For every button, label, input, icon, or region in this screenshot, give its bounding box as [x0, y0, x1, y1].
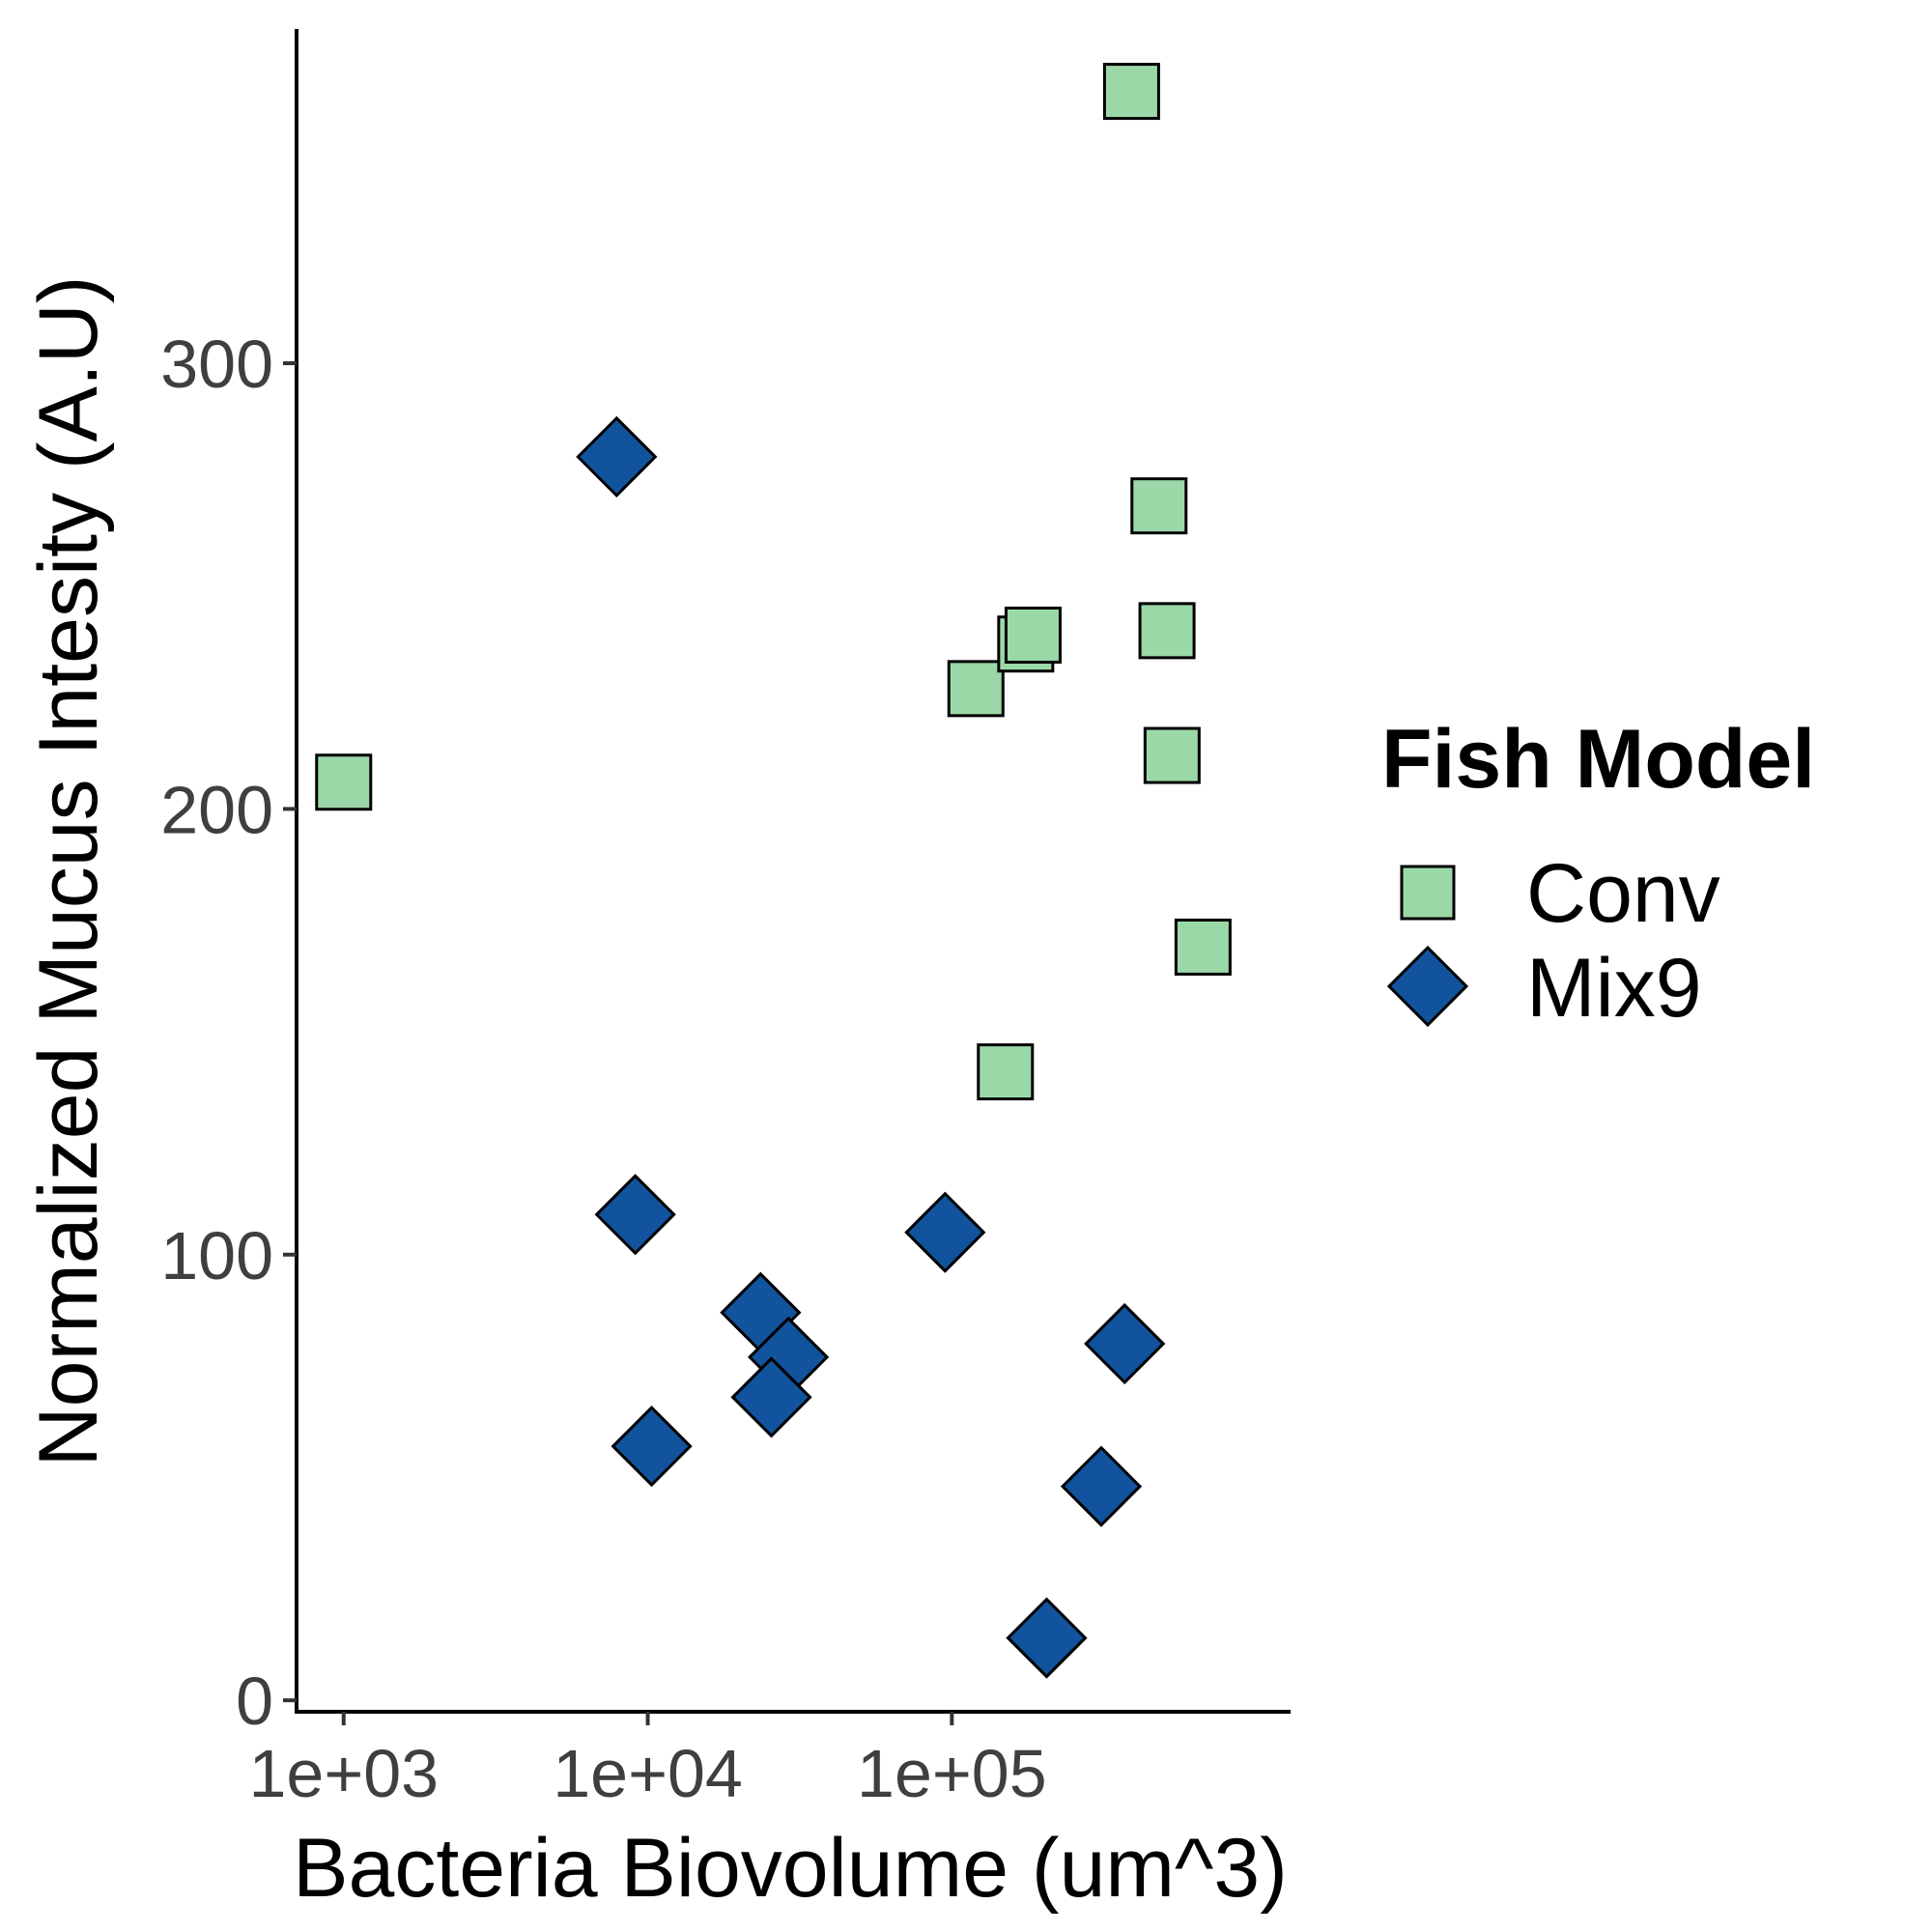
y-tick-label: 100 — [160, 1218, 273, 1293]
point-mix9 — [576, 415, 658, 498]
point-mix9 — [1060, 1445, 1143, 1527]
legend-label-mix9: Mix9 — [1526, 942, 1702, 1035]
x-axis-title: Bacteria Biovolume (um^3) — [293, 1822, 1288, 1915]
point-mix9 — [1006, 1597, 1088, 1679]
y-tick-label: 300 — [160, 327, 273, 402]
point-conv — [1004, 606, 1062, 664]
legend-key-conv-square — [1400, 865, 1456, 921]
y-tick-label: 0 — [236, 1663, 273, 1739]
x-tick-label: 1e+05 — [857, 1736, 1047, 1811]
point-mix9 — [1084, 1302, 1166, 1385]
point-mix9 — [730, 1356, 812, 1438]
point-mix9 — [611, 1406, 693, 1488]
x-axis-ticks: 1e+03 1e+04 1e+05 — [248, 1712, 1047, 1811]
y-axis-title: Normalized Mucus Intesity (A.U) — [22, 276, 115, 1467]
point-conv — [947, 660, 1005, 718]
legend-key-mix9-diamond — [1386, 945, 1469, 1028]
x-tick-label: 1e+03 — [248, 1736, 439, 1811]
x-tick-label: 1e+04 — [553, 1736, 743, 1811]
y-tick-label: 200 — [160, 772, 273, 847]
point-conv — [1138, 602, 1196, 660]
legend-title: Fish Model — [1381, 713, 1815, 806]
point-conv — [315, 753, 373, 811]
point-mix9 — [594, 1174, 676, 1256]
point-conv — [1130, 477, 1188, 535]
point-conv — [1143, 726, 1201, 784]
point-conv — [1174, 918, 1232, 976]
legend-label-conv: Conv — [1526, 847, 1720, 940]
y-axis-ticks: 0 100 200 300 — [160, 327, 297, 1739]
legend: Fish Model Conv Mix9 — [1381, 713, 1815, 1035]
point-conv — [977, 1043, 1035, 1101]
axes — [295, 29, 1291, 1714]
plot-area — [315, 63, 1232, 1679]
point-conv — [1102, 63, 1160, 121]
point-mix9 — [904, 1191, 986, 1273]
